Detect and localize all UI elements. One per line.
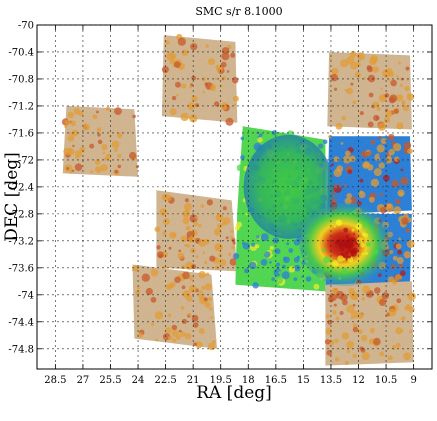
x-tick-label: 21: [187, 375, 200, 386]
y-tick-label: -70.8: [8, 74, 34, 85]
x-tick-label: 16.5: [265, 375, 287, 386]
field-top-middle: [161, 33, 239, 126]
field-left-upper: [61, 105, 139, 177]
x-tick-label: 25.5: [99, 375, 121, 386]
y-tick-label: -74.8: [8, 344, 34, 355]
x-tick-label: 10.5: [375, 375, 397, 386]
y-tick-label: -72.8: [8, 209, 34, 220]
y-tick-label: -74: [18, 290, 34, 301]
x-tick-label: 13.5: [320, 375, 342, 386]
y-tick-label: -72: [18, 155, 34, 166]
x-tick-label: 22.5: [154, 375, 176, 386]
y-axis-label: DEC [deg]: [2, 152, 22, 242]
y-tick-label: -71.6: [8, 128, 34, 139]
field-bottom-right: [324, 279, 416, 366]
x-tick-label: 27: [77, 375, 90, 386]
x-tick-label: 9: [410, 375, 416, 386]
y-tick-label: -70: [18, 21, 34, 32]
y-tick-label: -70.4: [8, 47, 34, 58]
x-axis-label: RA [deg]: [196, 383, 272, 403]
y-tick-label: -74.4: [8, 317, 34, 328]
y-tick-label: -73.6: [8, 263, 34, 274]
chart-title: SMC s/r 8.1000: [195, 5, 282, 18]
x-tick-label: 15: [297, 375, 310, 386]
y-tick-label: -71.2: [8, 101, 34, 112]
x-tick-label: 12: [352, 375, 365, 386]
field-top-right: [327, 50, 415, 131]
y-tick-label: -73.2: [8, 236, 34, 247]
field-bottom-left: [132, 264, 217, 351]
y-tick-label: -72.4: [8, 182, 34, 193]
x-tick-label: 18: [242, 375, 255, 386]
x-tick-label: 24: [132, 375, 145, 386]
x-tick-label: 19.5: [210, 375, 232, 386]
field-middle-left: [154, 190, 238, 272]
x-tick-label: 28.5: [44, 375, 66, 386]
